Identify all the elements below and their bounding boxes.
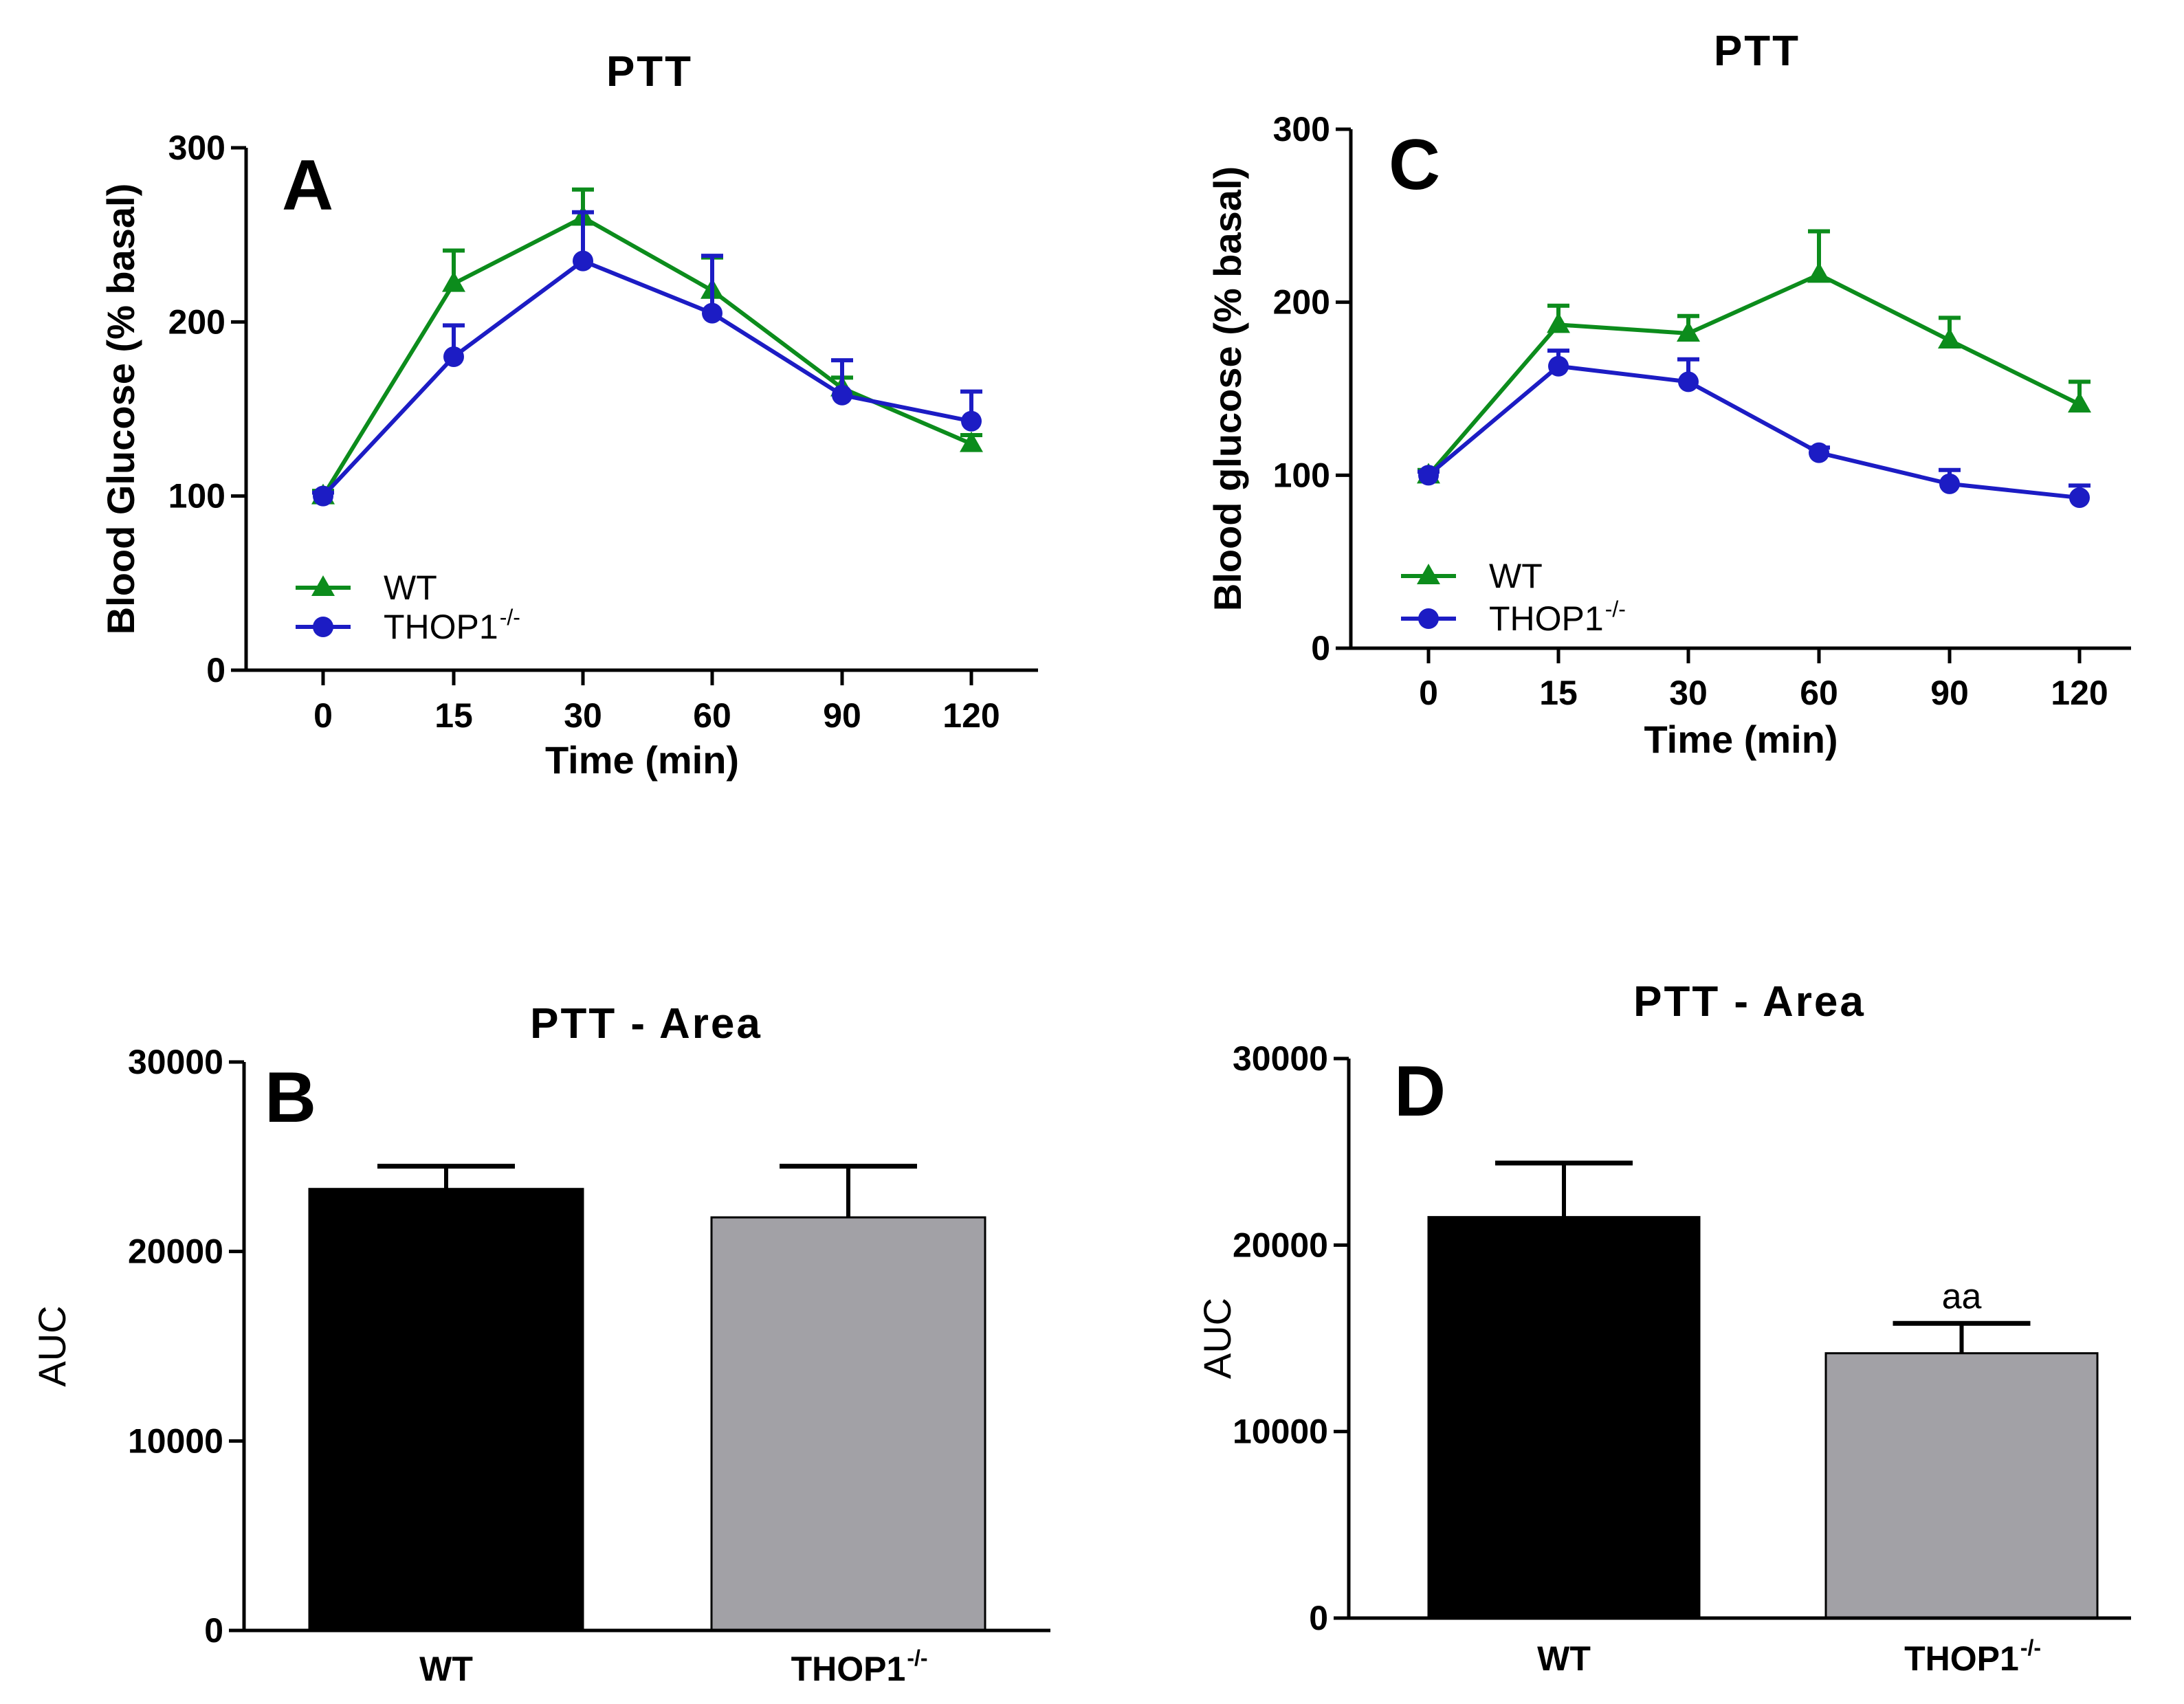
y-tick-label: 30000 — [128, 1043, 223, 1081]
y-tick-label: 300 — [1273, 110, 1330, 148]
legend-label: WT — [384, 568, 437, 607]
y-axis-label: AUC — [30, 1305, 74, 1386]
x-axis-label: Time (min) — [545, 738, 739, 782]
category-superscript: -/- — [2020, 1635, 2041, 1660]
data-point — [1807, 262, 1831, 283]
x-tick-label: 90 — [1930, 674, 1969, 712]
y-tick-label: 30000 — [1233, 1039, 1328, 1078]
data-point — [1938, 328, 1961, 349]
x-tick-label: 120 — [942, 696, 1000, 735]
y-axis-label: AUC — [1195, 1298, 1239, 1379]
data-point — [2069, 487, 2090, 509]
y-axis-label: Blood glucose (% basal) — [1206, 166, 1249, 611]
data-point — [1678, 371, 1699, 392]
x-tick-label: 0 — [1419, 674, 1438, 712]
legend-marker — [1418, 608, 1439, 629]
x-tick-label: 60 — [693, 696, 731, 735]
panel-d: PTT - Area D WT THOP1 -/- aa 0 10000 20000 30000 A… — [1195, 978, 2131, 1678]
y-tick-label: 10000 — [1233, 1413, 1328, 1451]
y-tick-label: 20000 — [1233, 1226, 1328, 1264]
y-tick-label: 300 — [168, 129, 225, 167]
chart-title: PTT — [1714, 27, 1800, 75]
panel-label: D — [1394, 1052, 1446, 1131]
x-tick-label: 120 — [2051, 674, 2108, 712]
x-tick-label: 30 — [1669, 674, 1708, 712]
y-axis-label: Blood Glucose (% basal) — [99, 184, 142, 635]
x-tick-label: 30 — [564, 696, 602, 735]
bar — [1427, 1216, 1701, 1619]
panel-a: PTT A 0 100 200 300 0 15 30 60 90 120 Blood Glucose … — [99, 48, 1038, 782]
legend-superscript: -/- — [500, 605, 520, 630]
panel-c: PTT C 0 100 200 300 0 15 30 60 90 120 Blood glucose … — [1206, 27, 2131, 761]
category-label: THOP1 — [1904, 1639, 2019, 1678]
x-tick-label: 90 — [823, 696, 861, 735]
y-tick-label: 20000 — [128, 1232, 223, 1271]
y-tick-label: 0 — [1309, 1599, 1328, 1637]
series-line — [321, 214, 973, 498]
legend-marker — [313, 617, 333, 637]
data-point — [1548, 355, 1569, 377]
legend-label: THOP1 — [1489, 599, 1604, 638]
y-tick-label: 0 — [206, 651, 225, 689]
x-tick-label: 0 — [313, 696, 333, 735]
data-point — [961, 410, 982, 432]
data-point — [1809, 442, 1829, 463]
significance-annotation: aa — [1942, 1276, 1982, 1316]
bar — [710, 1216, 986, 1632]
y-tick-label: 200 — [168, 302, 225, 341]
panel-b: PTT - Area B WT THOP1 -/- 0 10000 20000 30000 AUC — [30, 1000, 1050, 1688]
legend: WT THOP1 -/- — [1401, 557, 1626, 638]
data-point — [1418, 465, 1439, 486]
series-line — [321, 258, 972, 498]
y-tick-label: 10000 — [128, 1421, 223, 1460]
series-thop1 — [1418, 348, 2091, 509]
x-tick-label: 15 — [1539, 674, 1578, 712]
y-tick-label: 100 — [1273, 456, 1330, 494]
y-tick-label: 200 — [1273, 283, 1330, 322]
data-point — [313, 485, 333, 507]
chart-title: PTT - Area — [530, 1000, 762, 1048]
panel-label: A — [282, 146, 333, 225]
legend-label: WT — [1489, 557, 1543, 595]
legend-superscript: -/- — [1605, 597, 1626, 621]
data-point — [832, 384, 852, 406]
data-point — [1547, 312, 1570, 333]
data-point — [573, 250, 593, 272]
data-point — [442, 271, 465, 292]
y-tick-label: 100 — [168, 477, 225, 516]
chart-title: PTT — [606, 48, 693, 96]
x-axis-label: Time (min) — [1644, 718, 1838, 761]
legend-marker — [311, 575, 335, 596]
panel-label: B — [265, 1058, 316, 1138]
series-line — [1426, 272, 2081, 477]
x-tick-label: 15 — [434, 696, 473, 735]
data-point — [443, 346, 464, 367]
chart-title: PTT - Area — [1633, 978, 1866, 1026]
category-label: WT — [1537, 1639, 1591, 1678]
bar — [1824, 1352, 2099, 1619]
y-tick-label: 0 — [204, 1611, 223, 1650]
y-tick-label: 0 — [1311, 629, 1330, 667]
data-point — [1939, 473, 1960, 494]
data-point — [702, 302, 723, 324]
legend-label: THOP1 — [384, 608, 498, 646]
panel-label: C — [1389, 125, 1440, 205]
data-point — [1677, 320, 1700, 342]
category-superscript: -/- — [907, 1646, 927, 1670]
x-tick-label: 60 — [1800, 674, 1838, 712]
category-label: WT — [419, 1650, 473, 1688]
series-thop1 — [312, 210, 982, 507]
category-label: THOP1 — [791, 1650, 906, 1688]
legend-marker — [1417, 564, 1440, 584]
series-line — [1427, 364, 2080, 500]
series-wt — [311, 187, 983, 505]
bar — [308, 1188, 584, 1632]
series-wt — [1417, 229, 2091, 484]
data-point — [960, 431, 983, 452]
data-point — [2068, 392, 2091, 413]
